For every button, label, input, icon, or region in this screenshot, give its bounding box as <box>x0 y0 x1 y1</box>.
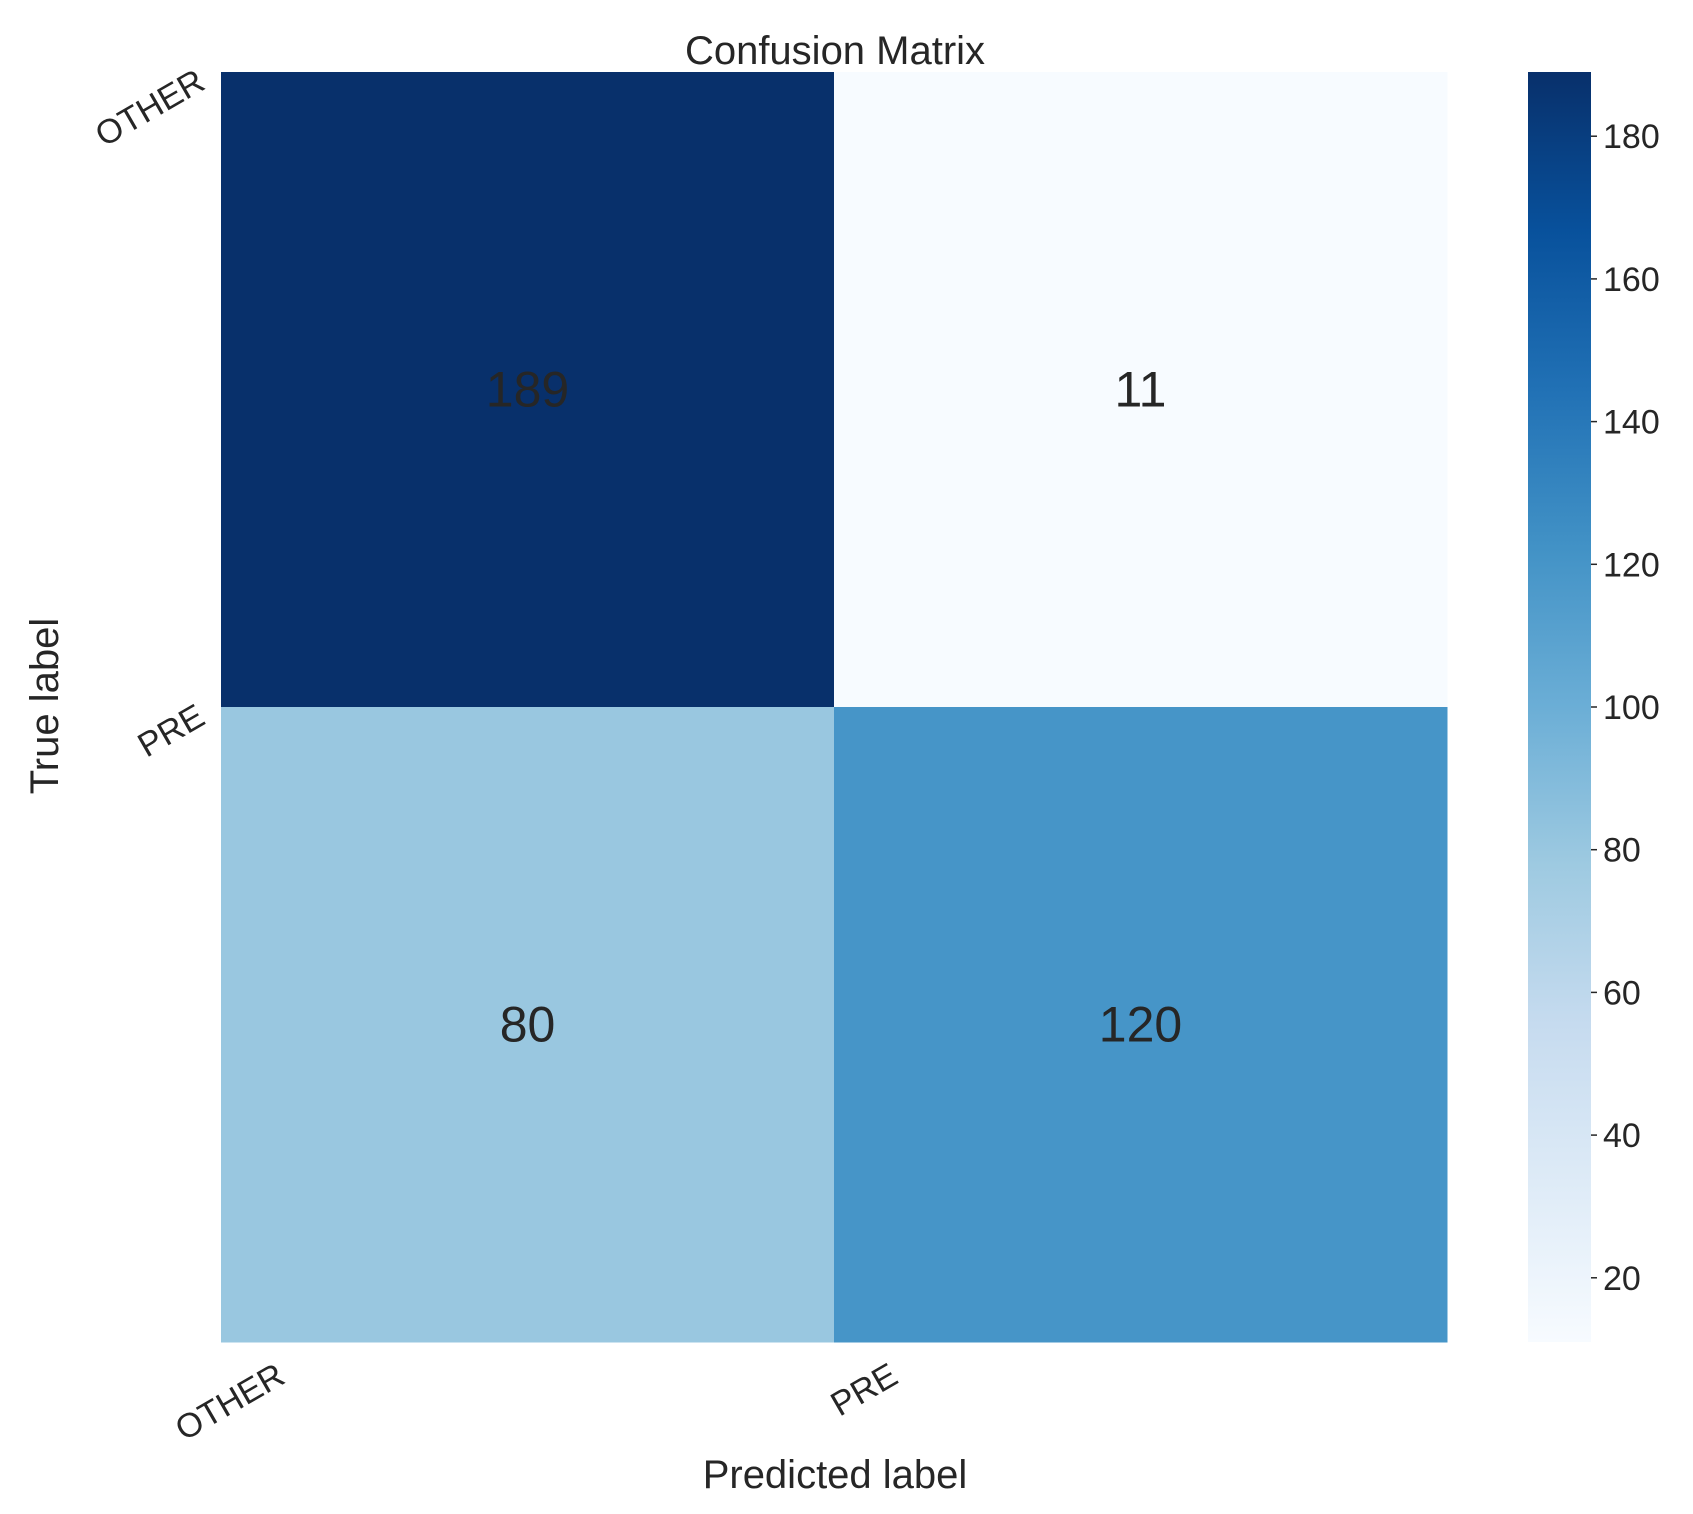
cell-value-1-0: 80 <box>500 997 556 1053</box>
colorbar-tick-label-0: 20 <box>1603 1260 1641 1298</box>
x-tick-label-1: PRE <box>824 1356 904 1424</box>
colorbar-ticks: 20 40 60 80 100 120 140 160 180 <box>1591 118 1660 1298</box>
heatmap-cell-1-1 <box>834 707 1448 1343</box>
y-axis-label: True label <box>23 618 67 794</box>
heatmap-cells <box>221 72 1448 1343</box>
colorbar-tick-label-4: 100 <box>1603 689 1660 727</box>
heatmap-cell-0-1 <box>834 72 1448 708</box>
y-tick-label-0: OTHER <box>89 62 211 154</box>
colorbar-tick-label-7: 160 <box>1603 261 1660 299</box>
cell-value-0-0: 189 <box>486 362 569 418</box>
x-tick-labels: OTHER PRE <box>169 1356 904 1448</box>
colorbar-tick-label-8: 180 <box>1603 118 1660 156</box>
colorbar <box>1528 72 1591 1342</box>
y-tick-label-1: PRE <box>131 697 211 765</box>
colorbar-tick-label-1: 40 <box>1603 1117 1641 1155</box>
chart-title: Confusion Matrix <box>685 29 985 73</box>
colorbar-tick-label-2: 60 <box>1603 974 1641 1012</box>
heatmap-cell-labels: 189 11 80 120 <box>486 362 1182 1053</box>
heatmap-cell-0-0 <box>221 72 835 708</box>
y-tick-labels: OTHER PRE <box>89 62 211 765</box>
heatmap-cell-1-0 <box>221 707 835 1343</box>
cell-value-1-1: 120 <box>1099 997 1182 1053</box>
cell-value-0-1: 11 <box>1115 362 1167 418</box>
colorbar-tick-label-5: 120 <box>1603 546 1660 584</box>
colorbar-tick-label-3: 80 <box>1603 832 1641 870</box>
x-tick-label-0: OTHER <box>169 1356 291 1448</box>
x-axis-label: Predicted label <box>703 1453 968 1497</box>
colorbar-tick-label-6: 140 <box>1603 404 1660 442</box>
